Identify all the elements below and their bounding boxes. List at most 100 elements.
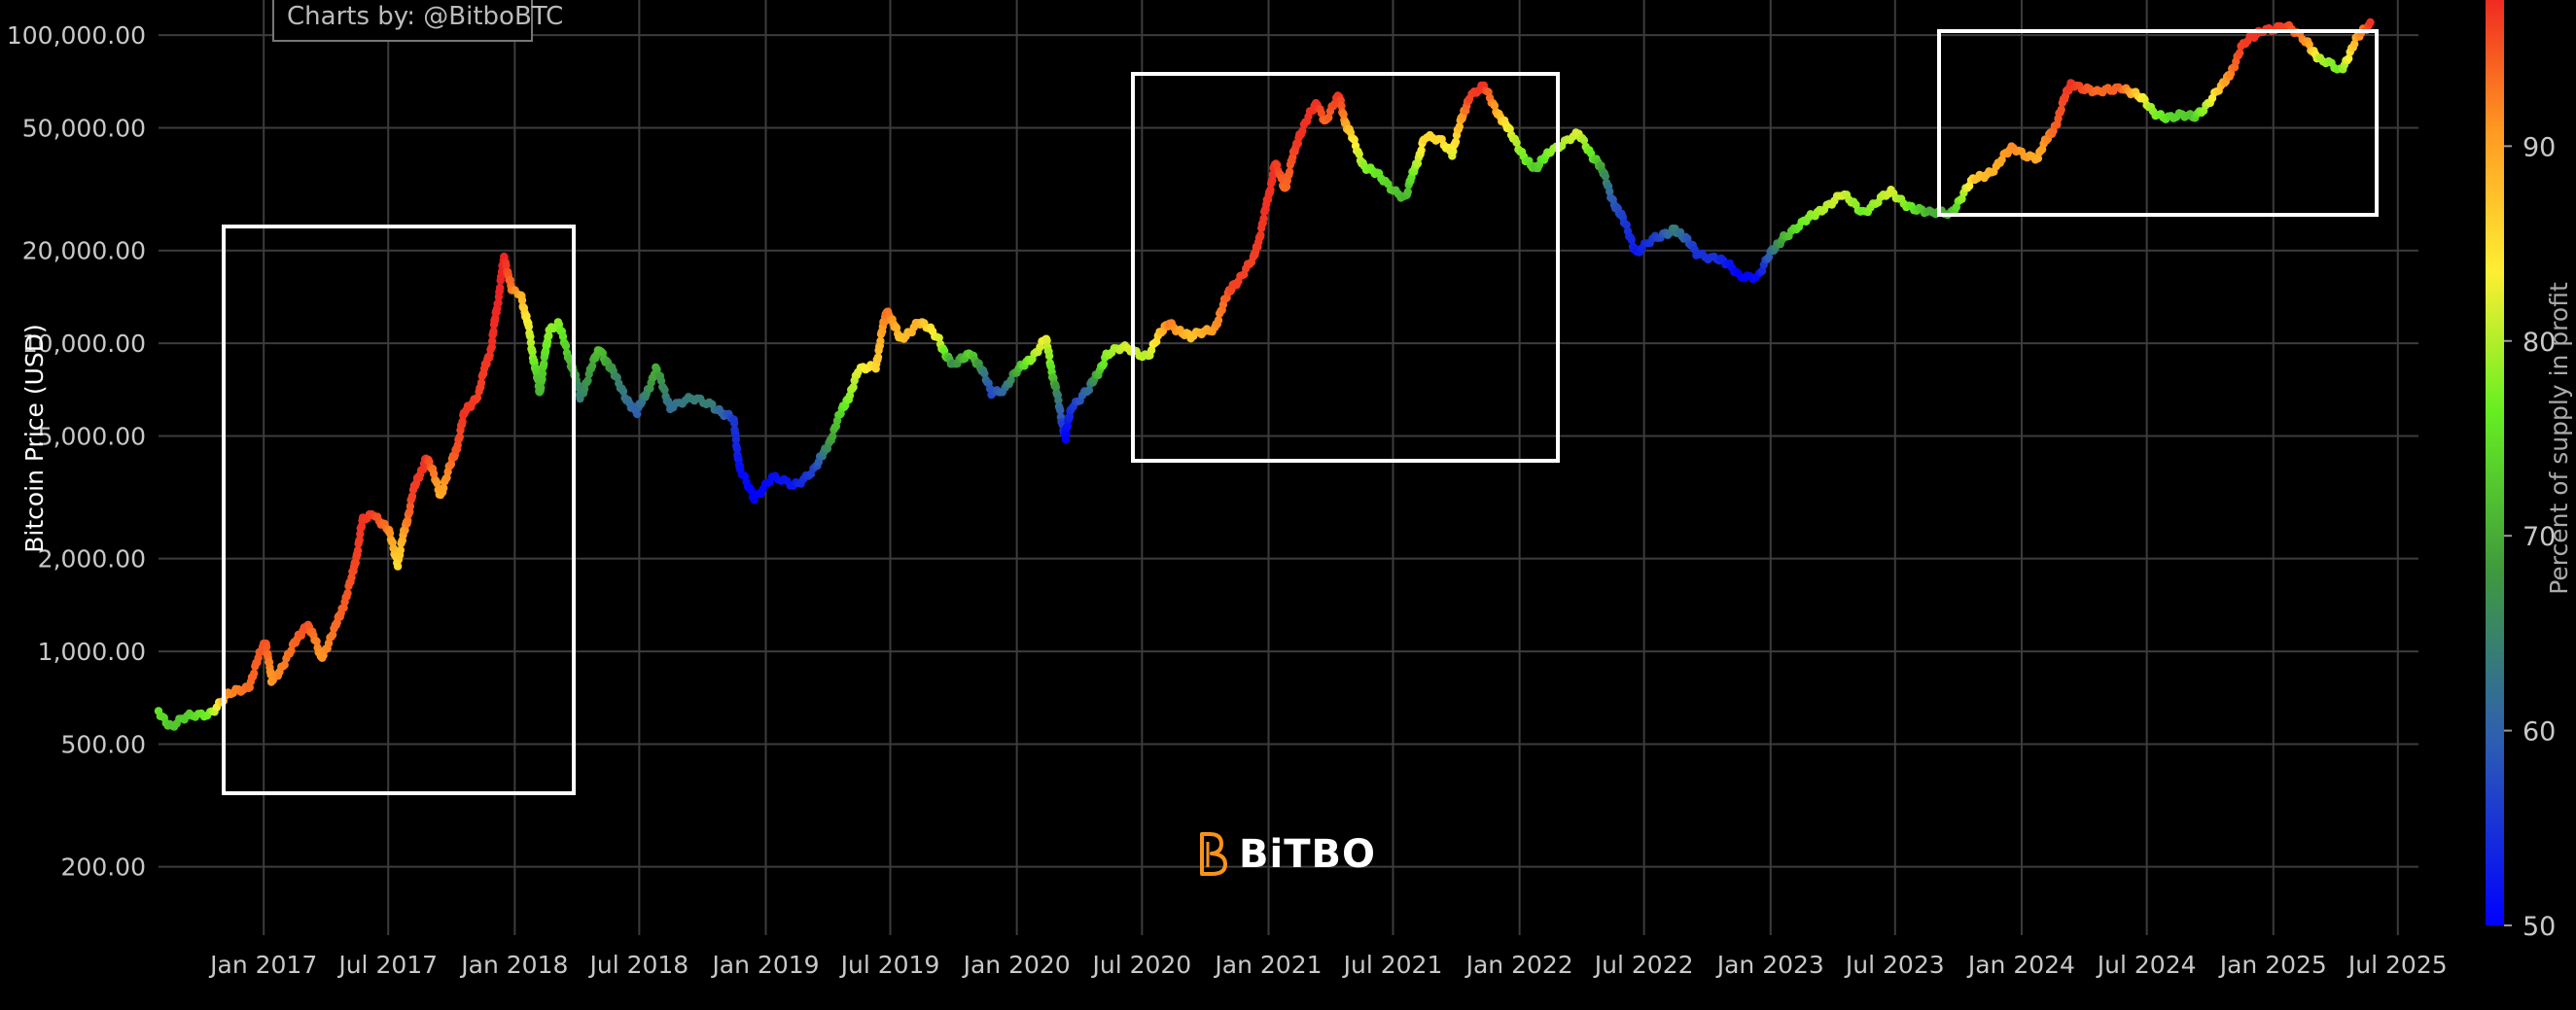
credit-box: Charts by: @BitboBTC	[272, 0, 563, 42]
price-point	[935, 333, 943, 342]
price-point	[1337, 101, 1346, 111]
price-point	[385, 529, 395, 538]
price-point	[1054, 396, 1063, 404]
price-point	[731, 429, 740, 438]
price-point	[1403, 188, 1413, 196]
price-point	[328, 630, 337, 640]
price-point	[2350, 40, 2359, 49]
highlight-boxes	[222, 29, 2379, 795]
price-point	[873, 353, 883, 362]
price-point	[1417, 146, 1426, 155]
highlight-box-2017-cycle	[222, 225, 576, 795]
price-point	[2236, 49, 2244, 57]
price-point	[473, 394, 482, 402]
price-point	[494, 298, 503, 307]
highlight-box-2021-cycle	[1131, 72, 1560, 463]
x-tick-label: Jan 2022	[1464, 951, 1573, 979]
price-point	[1455, 122, 1464, 131]
colorbar-tick-label: 50	[2523, 912, 2556, 942]
price-point	[2033, 154, 2043, 163]
colorbar: 50 60 70 80 90 Percent of supply in profit	[2486, 0, 2573, 942]
bitbo-logo-icon	[1200, 832, 1227, 876]
price-point	[524, 322, 533, 331]
x-tick-label: Jul 2022	[1593, 951, 1694, 979]
price-point	[250, 669, 259, 678]
y-axis-ticks: 200.00 500.00 1,000.00 2,000.00 5,000.00 10,0…	[7, 21, 146, 882]
colorbar-tick-label: 60	[2523, 717, 2556, 748]
colorbar-tick-label: 70	[2523, 522, 2556, 552]
price-point	[528, 347, 537, 357]
price-point	[1324, 113, 1333, 122]
price-point	[312, 637, 321, 646]
y-tick-label: 200.00	[61, 853, 146, 882]
price-point	[731, 435, 740, 444]
price-point	[1042, 336, 1051, 345]
y-tick-label: 50,000.00	[22, 115, 146, 143]
price-point	[1451, 137, 1461, 147]
price-point	[496, 283, 505, 293]
credit-text: Charts by: @BitboBTC	[287, 2, 563, 31]
price-point	[343, 589, 352, 598]
colorbar-tick-label: 80	[2523, 328, 2556, 358]
x-tick-label: Jan 2017	[208, 951, 317, 979]
x-tick-label: Jan 2025	[2218, 951, 2327, 979]
colorbar-gradient	[2486, 0, 2504, 925]
price-point	[1512, 138, 1521, 147]
price-point	[729, 419, 739, 428]
price-point	[517, 296, 527, 305]
price-point	[829, 432, 837, 441]
price-point	[1062, 430, 1071, 438]
price-point	[280, 660, 289, 670]
x-tick-label: Jul 2021	[1342, 951, 1443, 979]
price-point	[561, 341, 571, 351]
x-tick-label: Jul 2017	[336, 951, 438, 979]
price-point	[1449, 147, 1458, 156]
price-point	[407, 492, 417, 501]
y-tick-label: 20,000.00	[22, 237, 146, 265]
x-tick-label: Jan 2019	[710, 951, 819, 979]
price-point	[558, 332, 568, 341]
price-point	[355, 536, 364, 544]
price-point	[660, 386, 669, 395]
x-tick-label: Jan 2018	[459, 951, 568, 979]
price-point	[526, 332, 535, 341]
x-tick-label: Jul 2023	[1844, 951, 1945, 979]
price-point	[455, 433, 464, 441]
x-tick-label: Jul 2018	[587, 951, 688, 979]
price-point	[732, 444, 742, 453]
price-point	[1298, 126, 1307, 135]
price-point	[1084, 386, 1094, 395]
y-tick-label: 1,000.00	[38, 638, 146, 666]
price-point	[1606, 187, 1614, 196]
price-point	[2366, 17, 2375, 27]
x-tick-label: Jul 2025	[2347, 951, 2448, 979]
bitbo-logo-text: BiTBO	[1239, 832, 1376, 877]
y-tick-label: 100,000.00	[7, 21, 146, 50]
highlight-box-2025-cycle	[1937, 29, 2379, 217]
price-point	[1214, 316, 1223, 325]
price-point	[583, 376, 592, 385]
price-point	[1601, 172, 1610, 181]
colorbar-label: Percent of supply in profit	[2545, 282, 2573, 595]
x-tick-label: Jan 2023	[1715, 951, 1824, 979]
price-point	[502, 261, 511, 270]
bitbo-logo: BiTBO	[1200, 832, 1376, 877]
data-points	[154, 17, 2375, 731]
price-point	[1044, 352, 1054, 361]
price-point	[393, 562, 403, 571]
price-point	[980, 369, 989, 378]
price-point	[526, 338, 536, 347]
price-point	[1627, 235, 1637, 244]
x-tick-label: Jul 2019	[839, 951, 940, 979]
y-tick-label: 2,000.00	[38, 545, 146, 574]
price-point	[1266, 186, 1275, 194]
price-point	[537, 383, 546, 393]
price-point	[1006, 375, 1015, 385]
price-point	[458, 417, 467, 426]
price-point	[1259, 214, 1268, 223]
price-point	[433, 478, 441, 488]
y-tick-label: 5,000.00	[38, 423, 146, 451]
x-tick-label: Jan 2021	[1213, 951, 1322, 979]
price-point	[1056, 405, 1065, 415]
